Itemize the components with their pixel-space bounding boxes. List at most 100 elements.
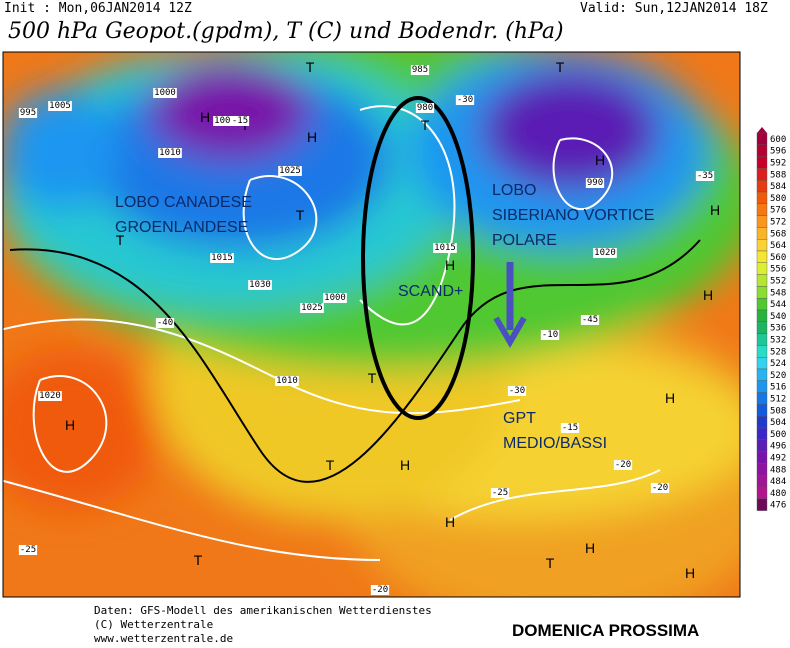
- colorbar-label: 536: [770, 324, 786, 334]
- label-bg: [275, 376, 299, 386]
- colorbar-segment: [756, 416, 768, 429]
- pressure-center: H: [200, 109, 210, 125]
- colorbar-segment: [756, 404, 768, 417]
- label-bg: [370, 585, 390, 595]
- annotation: LOBO CANADESE GROENLANDESE: [115, 194, 252, 236]
- contour-label: -30: [457, 95, 473, 105]
- contour-label: 1000: [324, 293, 346, 303]
- colorbar-label: 520: [770, 371, 786, 381]
- annotation: SCAND+: [398, 283, 463, 300]
- colorbar-segment: [756, 486, 768, 500]
- colorbar-label: 480: [770, 489, 786, 499]
- label-bg: [695, 171, 715, 181]
- colorbar-label: 592: [770, 159, 786, 169]
- label-bg: [38, 391, 62, 401]
- map-frame: [2, 51, 741, 598]
- colorbar-segment: [756, 156, 768, 169]
- colorbar-segment: [756, 168, 768, 181]
- label-bg: [300, 303, 324, 313]
- colorbar-label: 572: [770, 218, 786, 228]
- contour-label: -20: [372, 585, 388, 595]
- colorbar-label: 504: [770, 418, 786, 428]
- colorbar-segment: [756, 427, 768, 441]
- label-bg: [323, 293, 347, 303]
- contour-label: 1020: [594, 248, 616, 258]
- pressure-center: H: [65, 417, 75, 433]
- pressure-center: H: [445, 514, 455, 530]
- pressure-center: T: [556, 59, 565, 75]
- contour-label: 1025: [279, 166, 301, 176]
- contour-label: -15: [562, 423, 578, 433]
- contour-label: 1020: [39, 391, 61, 401]
- colorbar-label: 496: [770, 442, 786, 452]
- label-bg: [213, 116, 237, 126]
- footer-line: www.wetterzentrale.de: [94, 632, 233, 645]
- colorbar-segment: [756, 345, 768, 358]
- label-bg: [507, 386, 527, 396]
- colorbar-label: 560: [770, 253, 786, 263]
- colorbar-segment: [756, 274, 768, 287]
- label-bg: [18, 108, 38, 118]
- colorbar-label: 516: [770, 383, 786, 393]
- colorbar-label: 600: [770, 135, 786, 145]
- label-bg: [278, 166, 302, 176]
- colorbar-label: 544: [770, 300, 786, 310]
- init-text: Init : Mon,06JAN2014 12Z: [4, 1, 192, 16]
- label-bg: [248, 280, 272, 290]
- contour-label: 1000: [154, 88, 176, 98]
- colorbar-label: 580: [770, 194, 786, 204]
- contour-label: -10: [542, 330, 558, 340]
- map: LOBO CANADESE GROENLANDESE LOBO SIBERIANO V…: [3, 52, 740, 597]
- colorbar-label: 492: [770, 454, 786, 464]
- contour-label: -20: [615, 460, 631, 470]
- colorbar-label: 568: [770, 229, 786, 239]
- label-bg: [158, 148, 182, 158]
- colorbar-segment: [756, 262, 768, 275]
- footer-line: (C) Wetterzentrale: [94, 618, 213, 631]
- pressure-center: H: [595, 152, 605, 168]
- colorbar-segment: [756, 451, 768, 464]
- label-bg: [585, 178, 605, 188]
- pressure-center: T: [194, 552, 203, 568]
- contour-label: 1005: [214, 116, 236, 126]
- contour-label: 990: [587, 178, 603, 188]
- colorbar-segment: [756, 392, 768, 405]
- pressure-center: H: [400, 457, 410, 473]
- colorbar-segment: [756, 203, 768, 216]
- pressure-center: T: [326, 457, 335, 473]
- footer-line: Daten: GFS-Modell des amerikanischen Wet…: [94, 604, 432, 617]
- contour-label: -30: [509, 386, 525, 396]
- colorbar-label: 548: [770, 288, 786, 298]
- colorbar-label: 484: [770, 477, 786, 487]
- pressure-center: T: [421, 117, 430, 133]
- colorbar-label: 576: [770, 206, 786, 216]
- pressure-center: T: [368, 370, 377, 386]
- contour-label: 1030: [249, 280, 271, 290]
- colorbar-segment: [756, 463, 768, 476]
- annotation: GPT MEDIO/BASSI: [503, 410, 607, 452]
- label-bg: [540, 330, 560, 340]
- colorbar-segment: [756, 498, 768, 511]
- colorbar-segment: [756, 132, 768, 146]
- label-bg: [153, 88, 177, 98]
- colorbar-label: 488: [770, 465, 786, 475]
- colorbar-segment: [756, 321, 768, 334]
- colorbar-segment: [756, 309, 768, 323]
- label-bg: [18, 545, 38, 555]
- label-bg: [230, 116, 250, 126]
- contour-label: -40: [157, 318, 173, 328]
- colorbar-segment: [756, 227, 768, 240]
- colorbar-segment: [756, 250, 768, 264]
- label-bg: [210, 253, 234, 263]
- contour-label: -45: [582, 315, 598, 325]
- contour-label: -20: [652, 483, 668, 493]
- label-bg: [155, 318, 175, 328]
- colorbar-label: 588: [770, 170, 786, 180]
- label-bg: [593, 248, 617, 258]
- colorbar-segment: [756, 333, 768, 346]
- colorbar-label: 552: [770, 277, 786, 287]
- pressure-center: H: [685, 565, 695, 581]
- title: 500 hPa Geopot.(gpdm), T (C) und Bodendr…: [8, 19, 564, 44]
- colorbar-label: 596: [770, 147, 786, 157]
- label-bg: [48, 101, 72, 111]
